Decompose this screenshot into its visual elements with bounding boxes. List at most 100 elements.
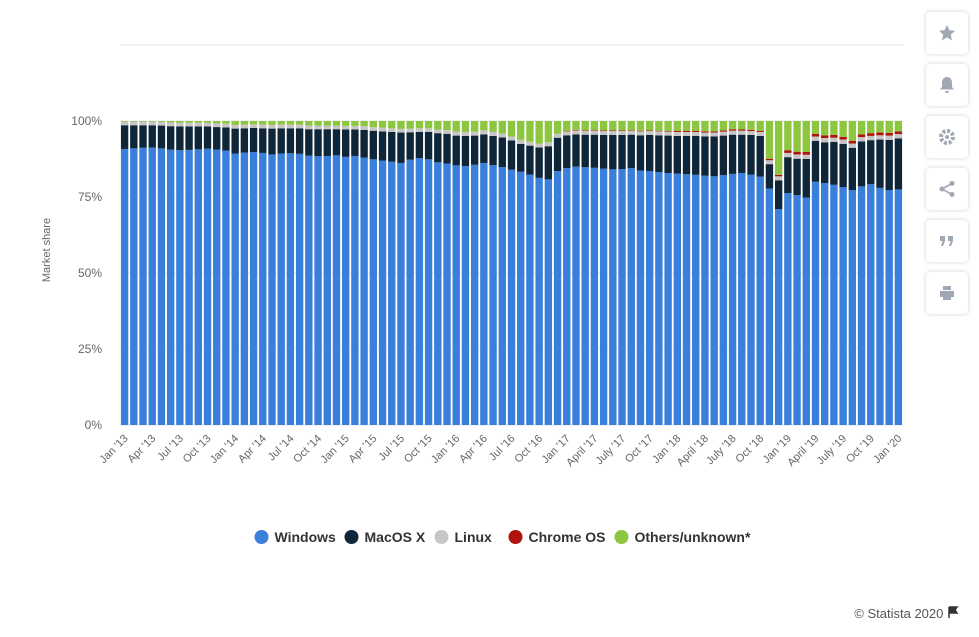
bar-segment [756, 131, 764, 136]
print-button[interactable] [926, 272, 968, 314]
bar-segment [360, 121, 368, 127]
bar-segment [489, 165, 497, 425]
bar-segment [268, 154, 276, 425]
bar-segment [609, 121, 617, 131]
bar-segment [885, 190, 893, 425]
x-tick-label: Jan '20 [871, 433, 904, 466]
bar-segment [664, 172, 672, 425]
bar-segment [811, 136, 820, 141]
cite-button[interactable] [926, 220, 968, 262]
bar-segment [618, 130, 626, 132]
bar-segment [655, 131, 663, 136]
bar-segment [756, 130, 764, 132]
bar-segment [719, 130, 728, 132]
bar-segment [240, 124, 249, 129]
x-tick-label: Jan '14 [208, 433, 241, 466]
bar-segment [728, 134, 737, 174]
bar-segment [774, 174, 783, 177]
bar-segment [213, 127, 221, 150]
bar-segment [480, 121, 488, 131]
bar-segment [388, 121, 396, 129]
bar-segment [839, 139, 847, 144]
bar-segment [876, 132, 884, 136]
x-tick-label: Apr '16 [457, 433, 490, 466]
bar-segment [673, 135, 681, 174]
bar-segment [719, 175, 728, 425]
legend-label: Linux [455, 529, 493, 545]
bar-segment [618, 169, 626, 425]
bar-segment [351, 121, 359, 126]
bar-segment [885, 135, 893, 140]
bar-segment [627, 134, 635, 169]
notification-button[interactable] [926, 64, 968, 106]
bar-segment [157, 121, 166, 122]
x-tick-label: Oct '15 [402, 433, 435, 466]
bar-segment [498, 121, 506, 134]
share-button[interactable] [926, 168, 968, 210]
bar-segment [176, 122, 184, 127]
bar-segment [627, 130, 635, 131]
favorite-button[interactable] [926, 12, 968, 54]
bar-segment [240, 121, 249, 125]
bar-segment [572, 166, 580, 425]
bar-segment [839, 187, 847, 425]
bar-segment [406, 121, 414, 129]
bar-segment [157, 148, 166, 426]
bar-segment [434, 129, 442, 134]
bar-segment [544, 142, 553, 147]
bar-segment [378, 127, 387, 132]
bar-segment [295, 153, 304, 425]
bar-segment [673, 121, 681, 131]
bar-segment [277, 121, 285, 125]
legend-label: MacOS X [365, 529, 426, 545]
bar-segment [535, 143, 543, 148]
bar-segment [526, 141, 534, 146]
bar-segment [415, 128, 424, 132]
bar-segment [848, 190, 857, 425]
bar-segment [719, 121, 728, 131]
bar-segment [351, 125, 359, 130]
bar-segment [286, 153, 295, 425]
flag-icon[interactable] [947, 606, 959, 618]
bar-segment [867, 140, 875, 185]
bar-segment [664, 135, 672, 173]
bar-segment [839, 121, 847, 137]
bar-segment [507, 140, 516, 170]
bar-segment [774, 176, 783, 181]
bar-segment [194, 126, 202, 150]
settings-button[interactable] [926, 116, 968, 158]
bar-segment [599, 131, 608, 135]
bar-segment [581, 130, 589, 135]
bar-segment [701, 136, 709, 176]
bar-segment [185, 122, 193, 127]
bar-segment [544, 179, 553, 425]
bar-segment [148, 125, 156, 148]
bar-segment [424, 128, 433, 132]
bar-segment [176, 126, 184, 151]
bar-segment [166, 126, 175, 150]
bar-segment [378, 121, 387, 128]
bar-segment [194, 121, 202, 123]
bar-segment [470, 164, 479, 425]
bar-segment [360, 126, 368, 130]
bar-segment [830, 137, 838, 142]
bar-segment [784, 157, 792, 194]
bar-segment [811, 181, 820, 425]
bar-segment [599, 134, 608, 169]
bar-segment [572, 134, 580, 167]
bar-segment [452, 121, 460, 132]
bar-segment [314, 156, 322, 426]
bar-segment [120, 125, 129, 149]
bar-segment [645, 134, 654, 172]
bar-segment [682, 135, 691, 175]
bar-segment [636, 135, 645, 171]
bar-segment [738, 130, 746, 135]
bar-segment [332, 121, 341, 126]
bar-segment [774, 121, 783, 175]
bar-segment [213, 149, 221, 426]
bar-segment [609, 130, 617, 132]
bar-segment [406, 128, 414, 133]
bar-segment [535, 121, 543, 144]
bar-segment [323, 129, 331, 156]
bar-segment [130, 125, 138, 149]
